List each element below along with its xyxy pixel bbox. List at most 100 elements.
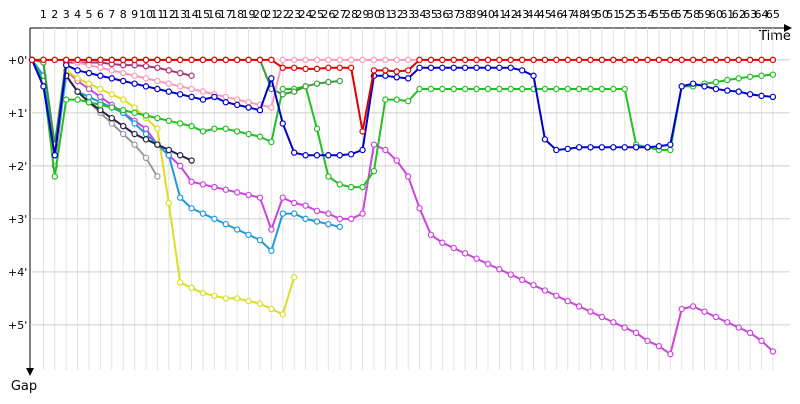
- y-axis-title: Gap: [11, 379, 37, 394]
- data-point: [518, 56, 526, 64]
- data-point: [746, 56, 754, 64]
- data-point: [176, 83, 184, 90]
- data-point: [427, 64, 435, 71]
- data-point: [279, 311, 286, 318]
- data-point: [176, 91, 184, 98]
- data-point: [724, 76, 731, 84]
- x-tick-label: 63: [743, 8, 757, 21]
- data-point: [621, 85, 628, 93]
- data-point: [325, 56, 332, 64]
- data-point: [199, 181, 207, 188]
- data-point: [131, 141, 138, 148]
- data-point: [587, 308, 594, 315]
- x-tick-label: 38: [458, 8, 472, 21]
- data-point: [245, 191, 252, 199]
- data-point: [712, 56, 720, 64]
- data-point: [62, 96, 70, 103]
- data-point: [336, 181, 343, 188]
- data-point: [40, 83, 47, 90]
- data-point: [268, 138, 275, 146]
- data-point: [598, 85, 606, 93]
- data-point: [667, 141, 674, 148]
- data-point: [176, 152, 184, 159]
- x-axis-title: Time: [758, 29, 791, 44]
- data-point: [279, 120, 286, 127]
- data-point: [256, 133, 264, 140]
- data-point: [518, 276, 526, 284]
- data-point: [233, 295, 241, 302]
- data-point: [74, 96, 81, 103]
- data-point: [290, 199, 298, 207]
- data-point: [313, 207, 321, 215]
- data-point: [575, 56, 583, 64]
- data-point: [199, 128, 207, 135]
- x-tick-label: 35: [424, 8, 438, 21]
- data-point: [382, 56, 389, 64]
- x-tick-label: 50: [595, 8, 609, 21]
- data-point: [450, 244, 457, 252]
- y-axis-arrow: [26, 368, 34, 376]
- data-point: [689, 303, 697, 310]
- data-point: [530, 56, 537, 64]
- data-point: [211, 125, 218, 132]
- data-point: [85, 69, 93, 77]
- data-point: [142, 136, 150, 143]
- data-point: [598, 144, 606, 151]
- data-point: [142, 62, 150, 70]
- data-point: [347, 215, 355, 223]
- x-tick-label: 18: [230, 8, 244, 21]
- data-point: [746, 73, 754, 80]
- data-point: [131, 72, 138, 79]
- x-tick-label: 60: [709, 8, 723, 21]
- x-tick-label: 39: [470, 8, 484, 21]
- data-point: [245, 231, 252, 238]
- x-tick-label: 31: [378, 8, 392, 21]
- data-point: [256, 56, 264, 64]
- data-point: [347, 150, 355, 158]
- data-point: [404, 56, 412, 64]
- data-point: [302, 65, 309, 73]
- data-point: [484, 260, 492, 268]
- data-point: [313, 80, 321, 87]
- data-point: [199, 88, 207, 95]
- data-point: [450, 64, 457, 71]
- data-point: [268, 305, 275, 313]
- data-point: [541, 85, 549, 93]
- x-tick-label: 26: [321, 8, 335, 21]
- x-tick-label: 21: [264, 8, 278, 21]
- data-point: [199, 96, 207, 103]
- data-point: [587, 144, 594, 151]
- data-point: [484, 64, 492, 71]
- data-point: [233, 101, 241, 109]
- data-point: [302, 215, 309, 223]
- data-point: [336, 56, 343, 64]
- data-point: [233, 96, 241, 103]
- data-point: [461, 64, 469, 71]
- data-point: [473, 255, 480, 262]
- data-point: [74, 56, 81, 64]
- data-point: [165, 199, 172, 207]
- data-point: [553, 85, 560, 93]
- x-tick-label: 40: [481, 8, 495, 21]
- data-point: [450, 56, 457, 64]
- data-point: [188, 72, 195, 79]
- data-point: [313, 152, 321, 159]
- data-point: [245, 130, 252, 138]
- data-point: [290, 274, 298, 281]
- data-point: [416, 85, 423, 93]
- data-point: [382, 146, 389, 154]
- data-point: [769, 348, 777, 355]
- data-point: [199, 210, 207, 217]
- data-point: [667, 350, 674, 358]
- data-point: [758, 92, 765, 100]
- x-tick-label: 10: [139, 8, 153, 21]
- data-point: [336, 77, 343, 85]
- y-tick-label: +3': [8, 213, 27, 226]
- data-point: [302, 152, 309, 159]
- data-point: [610, 56, 617, 64]
- x-tick-label: 59: [698, 8, 712, 21]
- data-point: [370, 67, 378, 74]
- x-tick-label: 58: [686, 8, 700, 21]
- data-point: [735, 75, 742, 82]
- data-point: [108, 91, 115, 98]
